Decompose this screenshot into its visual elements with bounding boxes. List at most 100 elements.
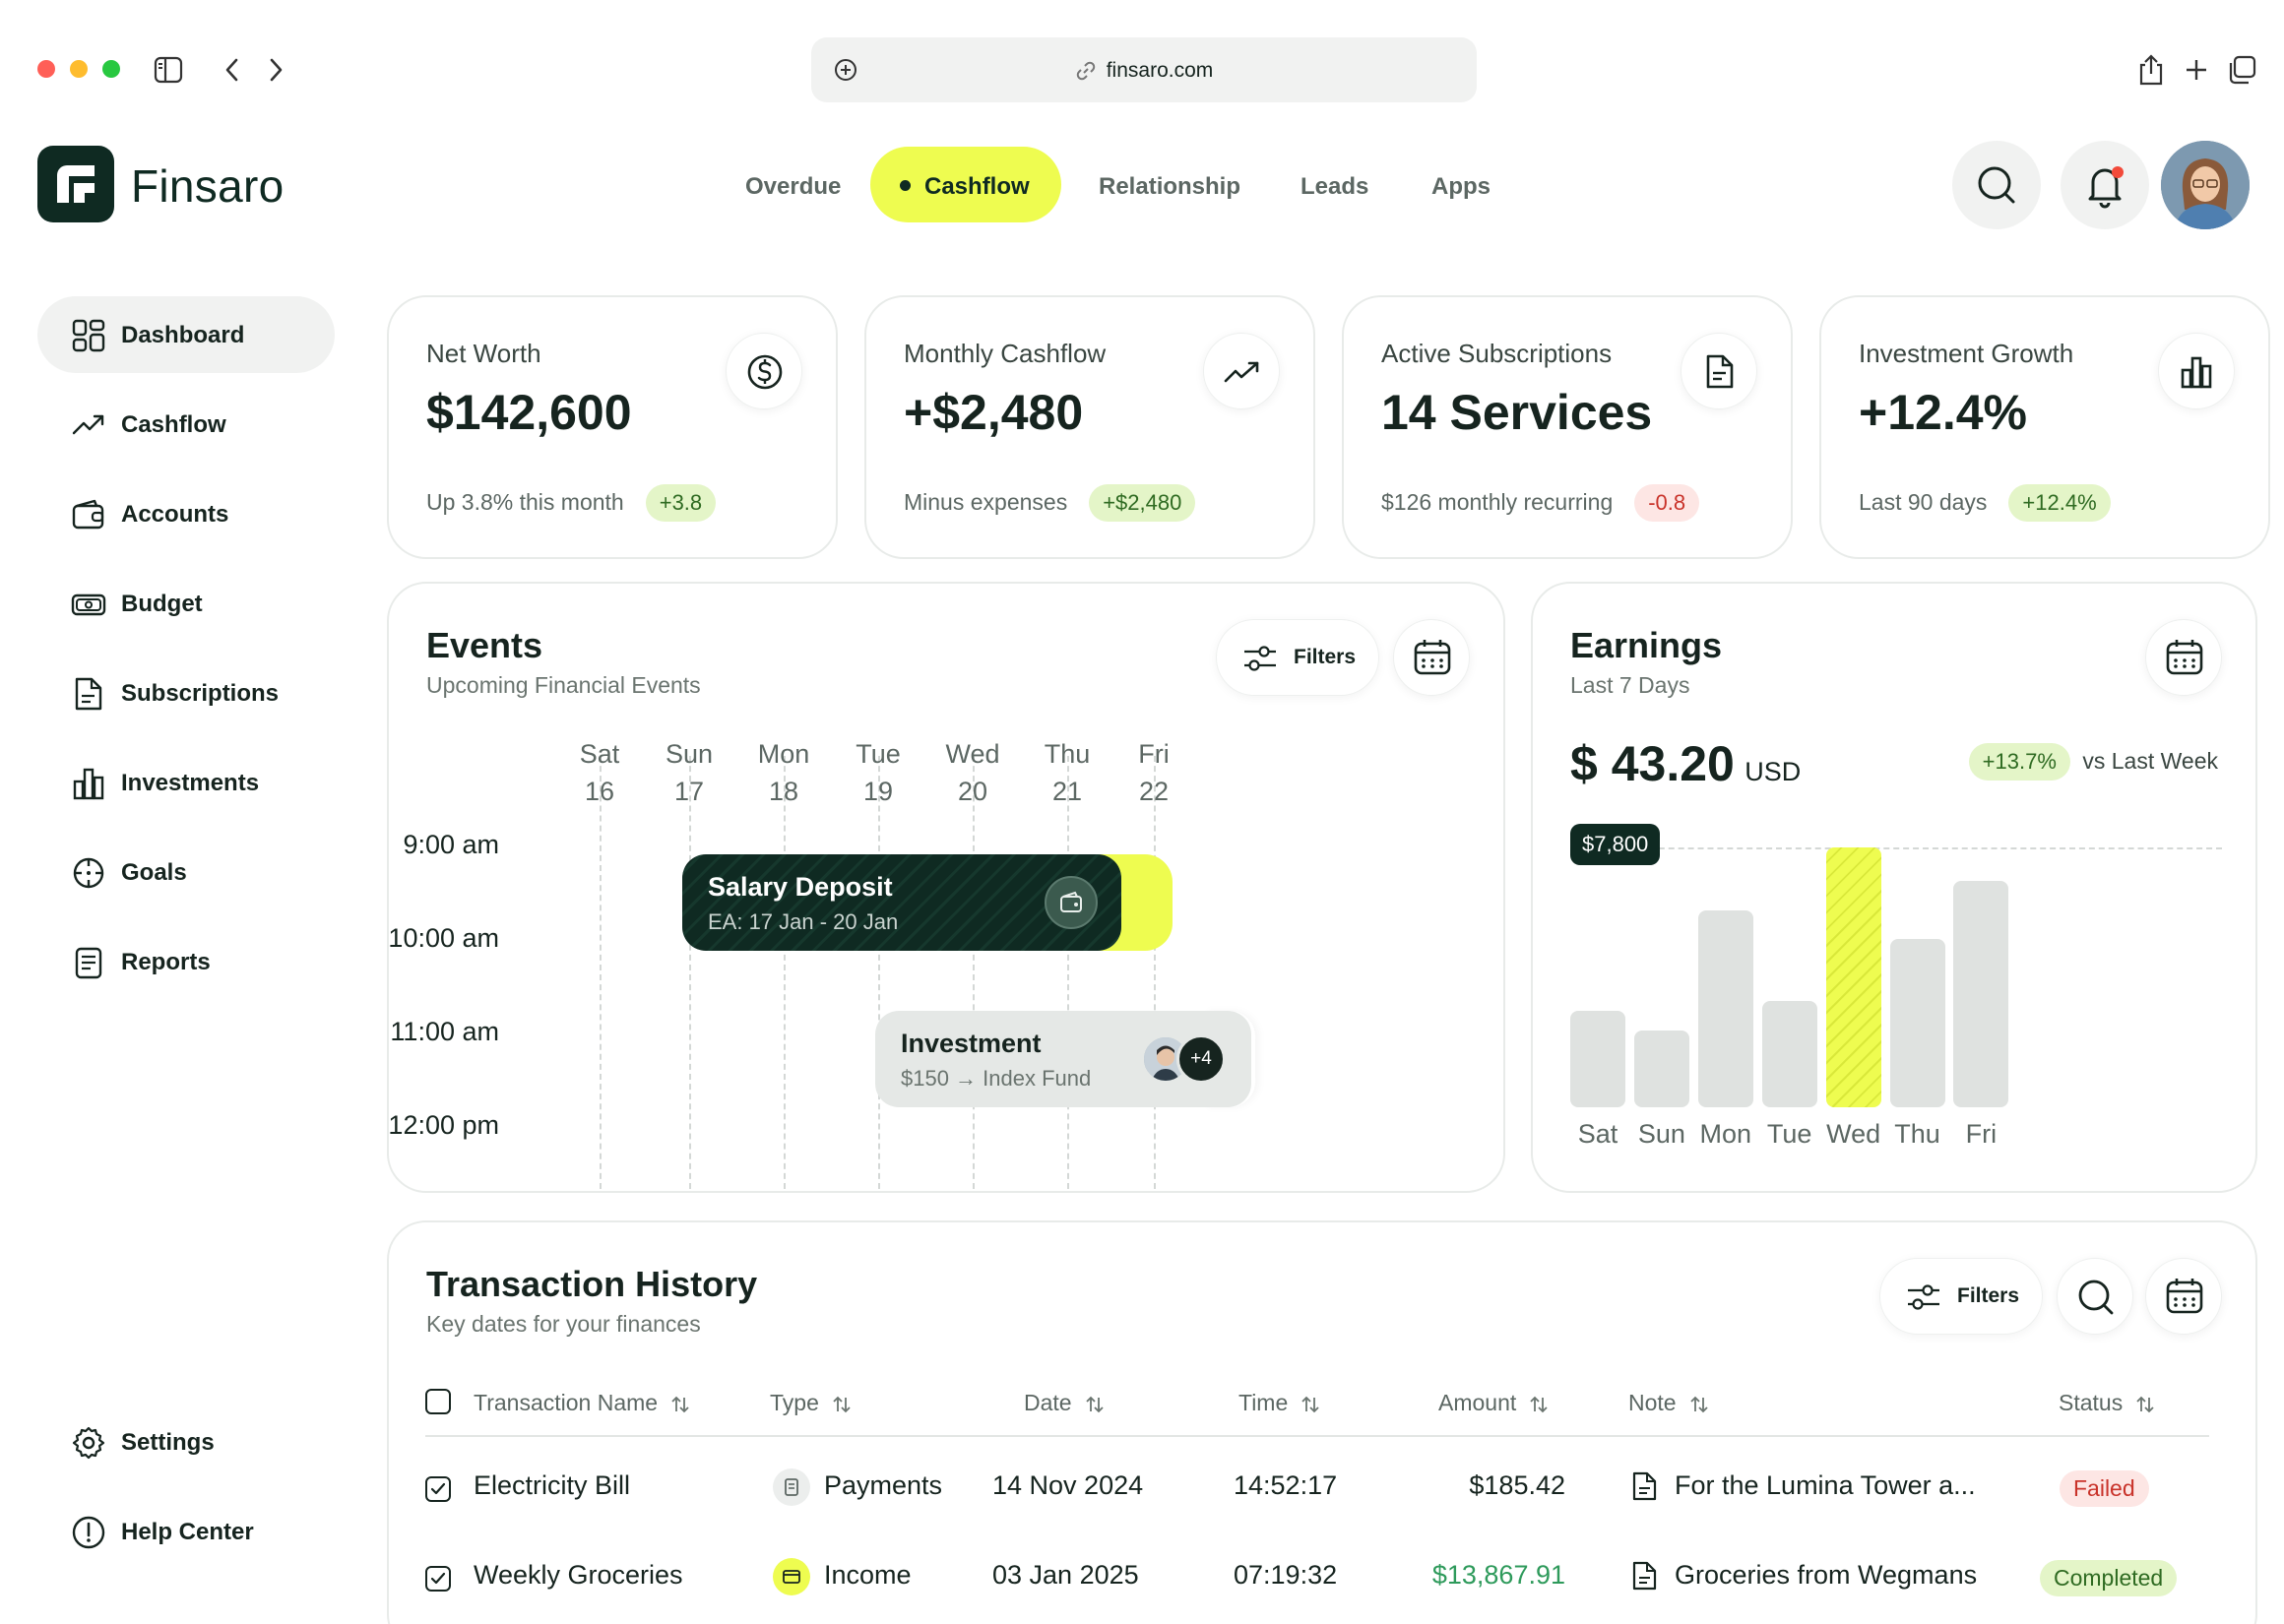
site-settings-icon[interactable] — [833, 57, 858, 83]
earnings-card: Earnings Last 7 Days $ 43.20 USD +13.7% … — [1531, 582, 2257, 1193]
events-filters-button[interactable]: Filters — [1216, 619, 1379, 696]
select-all-checkbox[interactable] — [425, 1389, 451, 1414]
salary-deposit-event[interactable]: Salary Deposit EA: 17 Jan - 20 Jan — [682, 854, 1121, 951]
earnings-bar-sun[interactable] — [1633, 1031, 1689, 1107]
trend-up-icon — [72, 414, 104, 435]
sidebar-label-accounts: Accounts — [121, 501, 229, 528]
window-close-dot[interactable] — [37, 60, 55, 78]
column-header-note[interactable]: Note — [1628, 1390, 1710, 1416]
calendar-icon — [2166, 640, 2203, 675]
stat-icon-button[interactable] — [1203, 333, 1280, 409]
new-tab-icon[interactable] — [2184, 57, 2209, 83]
stat-badge: +12.4% — [2008, 484, 2111, 522]
sidebar-toggle-icon[interactable] — [154, 55, 183, 85]
nav-leads[interactable]: Leads — [1301, 173, 1369, 200]
investment-event[interactable]: Investment $150 → Index Fund +4 — [875, 1011, 1251, 1107]
row-checkbox[interactable] — [425, 1566, 451, 1592]
window-minimize-dot[interactable] — [70, 60, 88, 78]
day-number-21: 21 — [1051, 777, 1083, 806]
earnings-day-sun: Sun — [1637, 1119, 1685, 1149]
search-button[interactable] — [1952, 141, 2041, 229]
sidebar-item-goals[interactable]: Goals — [37, 834, 335, 910]
nav-apps[interactable]: Apps — [1431, 173, 1491, 200]
day-name-wed: Wed — [945, 739, 1000, 769]
earnings-bar-mon[interactable] — [1697, 910, 1753, 1107]
investment-extra-count[interactable]: +4 — [1176, 1034, 1226, 1084]
stat-icon-button[interactable] — [726, 333, 802, 409]
wallet-icon — [1060, 891, 1082, 912]
sidebar-item-help-center[interactable]: Help Center — [37, 1493, 335, 1570]
column-header-label: Amount — [1438, 1390, 1517, 1415]
column-header-time[interactable]: Time — [1238, 1390, 1321, 1416]
column-header-status[interactable]: Status — [2059, 1390, 2156, 1416]
sort-icon[interactable] — [1688, 1394, 1710, 1415]
brand-logo[interactable] — [37, 146, 114, 222]
bar-chart-icon — [73, 768, 104, 800]
nav-cashflow[interactable]: Cashflow — [870, 147, 1061, 222]
transactions-search-button[interactable] — [2057, 1258, 2133, 1335]
column-header-date[interactable]: Date — [1024, 1390, 1106, 1416]
sidebar-item-accounts[interactable]: Accounts — [37, 475, 335, 552]
nav-overdue[interactable]: Overdue — [745, 173, 842, 200]
dollar-icon — [747, 354, 783, 390]
user-avatar[interactable] — [2161, 141, 2250, 229]
sidebar-item-cashflow[interactable]: Cashflow — [37, 386, 335, 463]
stat-footer: $126 monthly recurring -0.8 — [1381, 484, 1700, 522]
window-zoom-dot[interactable] — [102, 60, 120, 78]
earnings-bar-wed[interactable] — [1825, 847, 1881, 1107]
sort-icon[interactable] — [1528, 1394, 1550, 1415]
column-header-amount[interactable]: Amount — [1438, 1390, 1550, 1416]
sort-icon[interactable] — [2134, 1394, 2156, 1415]
sort-icon[interactable] — [831, 1394, 853, 1415]
sidebar-item-budget[interactable]: Budget — [37, 565, 335, 642]
sort-icon[interactable] — [1084, 1394, 1106, 1415]
sort-icon[interactable] — [1300, 1394, 1321, 1415]
url-text[interactable]: finsaro.com — [811, 59, 1477, 83]
tabs-overview-icon[interactable] — [2227, 55, 2256, 85]
earnings-bar-sat[interactable] — [1570, 1011, 1625, 1107]
column-header-type[interactable]: Type — [770, 1390, 853, 1416]
events-filters-label: Filters — [1294, 646, 1357, 668]
stat-footer: Minus expenses +$2,480 — [904, 484, 1196, 522]
nav-relationship[interactable]: Relationship — [1099, 173, 1241, 200]
earnings-amount-row: $ 43.20 USD — [1570, 735, 1801, 792]
stat-icon-button[interactable] — [2158, 333, 2235, 409]
sidebar-item-reports[interactable]: Reports — [37, 923, 335, 1000]
earnings-bar-thu[interactable] — [1889, 939, 1945, 1107]
day-number-16: 16 — [584, 777, 615, 806]
sidebar-item-subscriptions[interactable]: Subscriptions — [37, 655, 335, 731]
sidebar-item-settings[interactable]: Settings — [37, 1404, 335, 1480]
time-label: 12:00 pm — [388, 1110, 499, 1140]
sidebar-item-dashboard[interactable]: Dashboard — [37, 296, 335, 373]
transaction-name: Weekly Groceries — [474, 1560, 683, 1590]
investment-sub: $150 → Index Fund — [901, 1066, 1092, 1091]
transactions-filters-label: Filters — [1957, 1284, 2020, 1307]
transaction-time: 14:52:17 — [1234, 1470, 1338, 1500]
earnings-day-fri: Fri — [1965, 1119, 1998, 1149]
address-bar[interactable]: finsaro.com — [811, 37, 1477, 102]
earnings-bar-tue[interactable] — [1761, 1001, 1817, 1107]
day-gridline — [1154, 756, 1156, 1189]
column-header-transaction-name[interactable]: Transaction Name — [474, 1390, 691, 1416]
earnings-bar-fri[interactable] — [1953, 881, 2009, 1107]
back-icon[interactable] — [222, 57, 242, 83]
day-number-22: 22 — [1138, 777, 1170, 806]
transactions-filters-button[interactable]: Filters — [1879, 1258, 2043, 1335]
notifications-button[interactable] — [2061, 141, 2149, 229]
forward-icon[interactable] — [266, 57, 286, 83]
transactions-calendar-button[interactable] — [2145, 1258, 2222, 1335]
column-header-label: Status — [2059, 1390, 2124, 1415]
share-icon[interactable] — [2136, 53, 2166, 87]
row-checkbox[interactable] — [425, 1476, 451, 1502]
time-label: 10:00 am — [388, 923, 499, 953]
stat-subtext: Up 3.8% this month — [426, 489, 624, 515]
table-header-divider — [425, 1435, 2209, 1437]
events-calendar-button[interactable] — [1393, 619, 1470, 696]
earnings-calendar-button[interactable] — [2145, 619, 2222, 696]
sidebar-item-investments[interactable]: Investments — [37, 744, 335, 821]
earnings-tooltip: $7,800 — [1570, 824, 1661, 865]
filter-sliders-icon — [1908, 1284, 1939, 1310]
stat-icon-button[interactable] — [1681, 333, 1757, 409]
stat-subtext: $126 monthly recurring — [1381, 489, 1614, 515]
sort-icon[interactable] — [669, 1394, 691, 1415]
